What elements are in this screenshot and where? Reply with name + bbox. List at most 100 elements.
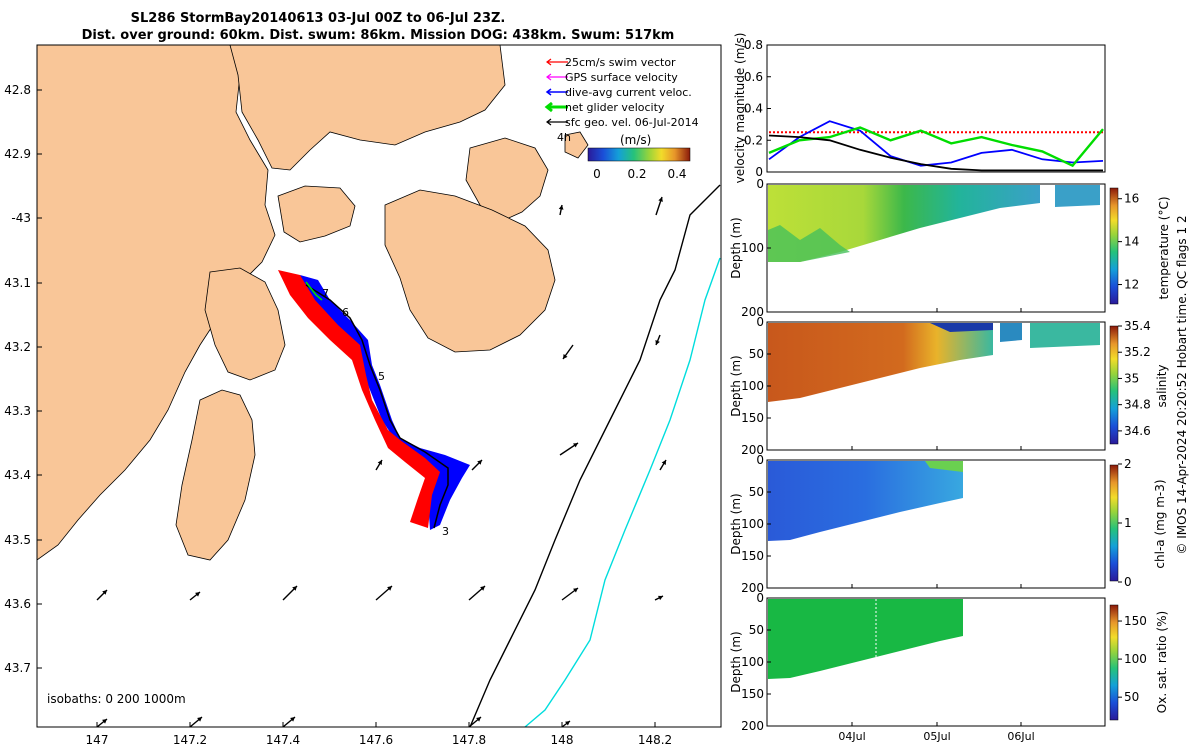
speed-colorbar [587, 147, 691, 162]
geo-arrow-head [480, 586, 485, 591]
colorbar-tick-1: 0.2 [627, 167, 646, 181]
map-ytick-label: 43.7 [4, 661, 31, 675]
colorbar-tick-label: 12 [1124, 278, 1139, 292]
isobath-label: isobaths: 0 200 1000m [47, 692, 186, 706]
net-glider-velocity [305, 281, 323, 301]
colorbar-tick-label: 100 [1124, 652, 1147, 666]
map-xtick-label: 148 [551, 733, 574, 747]
section-ytick-label: 100 [741, 517, 764, 531]
legend-geo-velocity: sfc geo. vel. 06-Jul-2014 [546, 116, 699, 129]
section-ytick-label: 200 [741, 305, 764, 319]
isobath-200m [469, 184, 721, 728]
temperature-ylabel: Depth (m) [729, 217, 743, 278]
colorbar-tick-0: 0 [593, 167, 601, 181]
geo-arrow-head [477, 460, 482, 465]
geo-arrow-head [661, 460, 666, 465]
oxygen-colorbar [1109, 604, 1119, 721]
geo-arrow-head [290, 717, 295, 722]
map-y-axis: 42.8 42.9 -43 43.1 43.2 43.3 43.4 43.5 43.6 43.7 [4, 83, 42, 675]
map-xtick-label: 147.2 [173, 733, 207, 747]
map-ytick-label: 43.1 [4, 276, 31, 290]
salinity-field [768, 323, 993, 402]
section-ytick-label: 0 [756, 453, 764, 467]
colorbar-tick-2: 0.4 [667, 167, 686, 181]
geo-arrow-head [102, 719, 107, 724]
land-tasman-peninsula [384, 189, 556, 353]
salinity-surface-fresh [930, 323, 993, 332]
section-ytick-label: 50 [749, 347, 764, 361]
section-ytick-label: 100 [741, 655, 764, 669]
geo-arrow-head [476, 717, 481, 722]
map-xtick-label: 147.6 [359, 733, 393, 747]
land-masses [36, 44, 589, 561]
salinity-field-late [1000, 323, 1022, 342]
salinity-colorbar [1109, 325, 1119, 445]
legend-label-swim: 25cm/s swim vector [565, 56, 676, 69]
velocity-y-axis: 0 0.2 0.4 0.6 0.8 [744, 38, 771, 179]
temperature-colorbar [1109, 187, 1119, 305]
velocity-panel: 0 0.2 0.4 0.6 0.8 velocity magnitude (m/s) [733, 33, 1106, 183]
section-ytick-label: 150 [741, 549, 764, 563]
net-glider-track [305, 284, 449, 529]
temperature-colorbar-label: temperature (°C) [1157, 197, 1171, 300]
map-frame [36, 44, 722, 728]
map-ytick-label: 42.8 [4, 83, 31, 97]
colorbar-tick-label: 35.2 [1124, 345, 1151, 359]
imos-credit-label: © IMOS 14-Apr-2024 20:20:52 Hobart time.… [1175, 215, 1189, 554]
date-tick-label: 04Jul [838, 730, 865, 743]
legend-dive-avg: dive-avg current veloc. [545, 86, 692, 99]
colorbar-units: (m/s) [620, 133, 651, 147]
map-ytick-label: 43.4 [4, 468, 31, 482]
track-label-6: 6 [342, 306, 349, 319]
land-small-island [564, 131, 589, 159]
map-xtick-label: 147.8 [452, 733, 486, 747]
chla-colorbar [1109, 464, 1119, 582]
legend-label-gps: GPS surface velocity [565, 71, 678, 84]
section-ytick-label: 0 [756, 315, 764, 329]
geo-arrow-head [197, 717, 202, 722]
salinity-colorbar-label: salinity [1155, 364, 1169, 407]
geo-arrow-head [387, 586, 392, 591]
geo-arrow-head [563, 354, 568, 359]
colorbar-tick-label: 35 [1124, 371, 1139, 385]
colorbar-tick-label: 50 [1124, 690, 1139, 704]
colorbar-tick-label: 34.6 [1124, 424, 1151, 438]
colorbar-tick-label: 14 [1124, 235, 1139, 249]
map-ytick-label: -43 [11, 211, 31, 225]
temperature-deep-band [768, 225, 850, 262]
section-ytick-label: 100 [741, 241, 764, 255]
figure-title-line-2: Dist. over ground: 60km. Dist. swum: 86k… [82, 28, 675, 43]
section-ytick-label: 200 [741, 581, 764, 595]
colorbar-tick-label: 2 [1124, 457, 1132, 471]
velocity-frame [766, 44, 1106, 173]
swim-vector-band [278, 270, 440, 528]
section-ytick-label: 150 [741, 411, 764, 425]
geo-arrow-head [565, 721, 570, 726]
map-panel: 7 6 5 3 25cm/s swim vector GPS surface v… [4, 44, 722, 747]
legend-label-net: net glider velocity [565, 101, 665, 114]
legend-label-dive: dive-avg current veloc. [565, 86, 692, 99]
land-bruny-south [175, 389, 256, 561]
legend-net-velocity: net glider velocity [544, 101, 665, 114]
date-tick-label: 05Jul [923, 730, 950, 743]
geo-arrow-head [195, 592, 200, 597]
section-axes: 010020012141605010015020034.634.83535.23… [741, 177, 1151, 743]
map-ytick-label: 43.6 [4, 597, 31, 611]
velocity-series [768, 120, 1104, 172]
chla-field [768, 461, 963, 541]
map-legend: 25cm/s swim vector GPS surface velocity … [544, 56, 699, 181]
chla-colorbar-label: chl-a (mg m-3) [1153, 479, 1167, 568]
colorbar-tick-label: 35.4 [1124, 319, 1151, 333]
oxygen-ylabel: Depth (m) [729, 631, 743, 692]
salinity-ylabel: Depth (m) [729, 355, 743, 416]
colorbar-tick-label: 16 [1124, 192, 1139, 206]
velocity-line-dive [768, 120, 1104, 167]
geo-arrow-head [292, 586, 297, 591]
section-ytick-label: 200 [741, 719, 764, 733]
map-xtick-label: 147 [86, 733, 109, 747]
land-bruny-north [204, 267, 286, 381]
section-ytick-label: 200 [741, 443, 764, 457]
map-ytick-label: 43.2 [4, 340, 31, 354]
land-inner-peninsula [277, 185, 356, 243]
legend-4h-label: 4h [557, 131, 571, 144]
